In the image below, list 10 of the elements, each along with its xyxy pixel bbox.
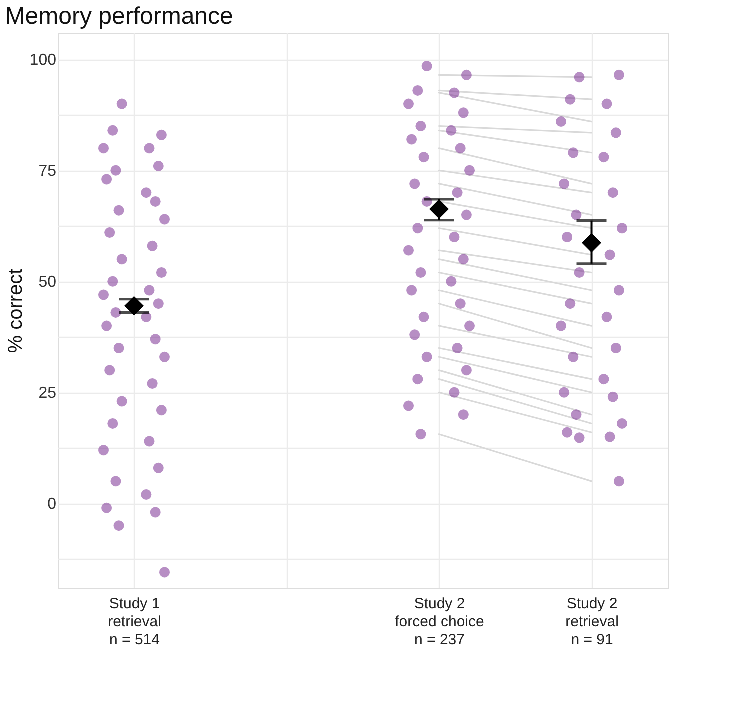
y-tick-label: 0 [48, 496, 57, 514]
y-axis-title: % correct [4, 268, 27, 354]
y-tick-label: 75 [38, 163, 57, 180]
x-tick-label: Study 2 forced choice n = 237 [395, 596, 484, 648]
y-tick-label: 100 [30, 52, 57, 70]
y-tick-label: 50 [38, 274, 57, 292]
chart-title: Memory performance [5, 3, 234, 30]
x-tick-label: Study 2 retrieval n = 91 [566, 596, 619, 648]
x-tick-label: Study 1 retrieval n = 514 [108, 596, 162, 648]
y-tick-label: 25 [38, 385, 57, 402]
